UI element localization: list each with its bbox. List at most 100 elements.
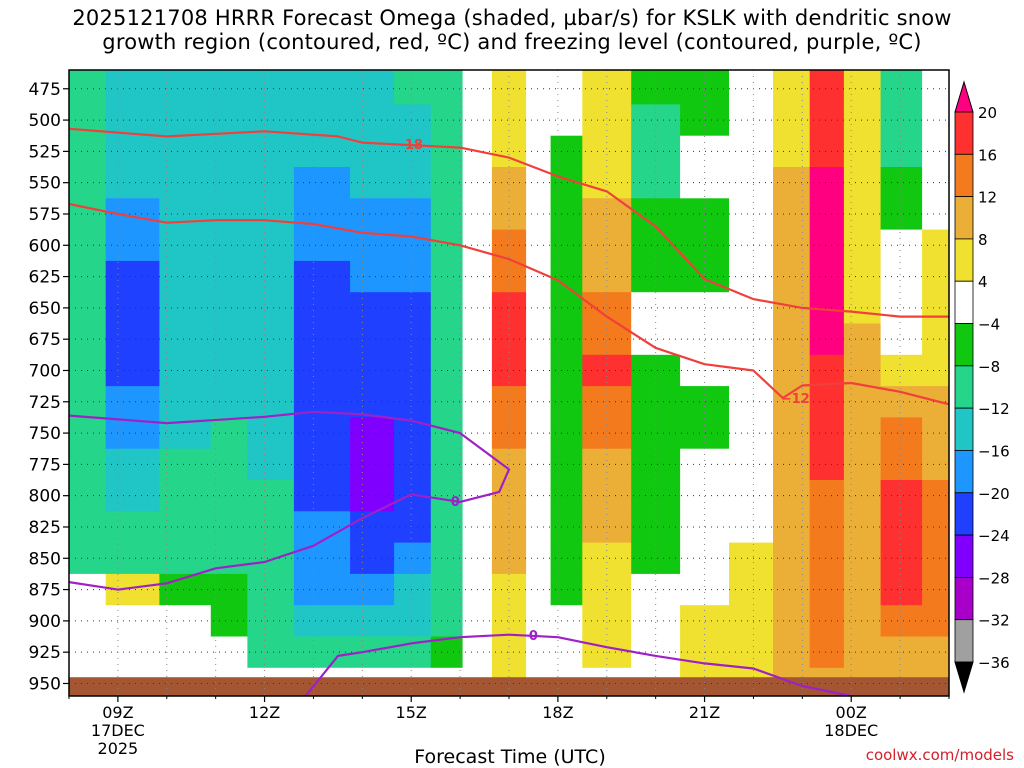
y-tick-label: 550	[29, 174, 61, 194]
omega-cell	[880, 167, 923, 199]
omega-cell	[350, 104, 395, 137]
omega-cell	[773, 260, 811, 293]
omega-cell	[394, 417, 432, 450]
y-tick-label: 925	[29, 643, 61, 663]
omega-cell	[293, 417, 351, 450]
omega-cell	[159, 480, 212, 512]
omega-cell	[210, 573, 249, 606]
chart-title-line2: growth region (contoured, red, ºC) and f…	[102, 30, 922, 54]
omega-cell	[631, 167, 681, 199]
omega-cell	[210, 636, 249, 669]
omega-cell	[293, 511, 351, 544]
omega-cell	[247, 573, 295, 606]
omega-cell	[350, 292, 395, 325]
colorbar-label: 12	[978, 189, 997, 207]
omega-cell	[210, 198, 249, 231]
colorbar-swatch	[954, 196, 974, 240]
omega-cell	[491, 167, 527, 199]
omega-cell	[293, 323, 351, 356]
omega-cell	[773, 70, 811, 105]
colorbar-swatch	[954, 407, 974, 451]
contour-label: -18	[399, 138, 423, 153]
omega-cell	[922, 542, 949, 575]
omega-cell	[350, 542, 395, 575]
omega-cell	[809, 104, 845, 137]
omega-cell	[880, 292, 923, 325]
x-tick-label: 18Z	[542, 703, 573, 722]
x-tick-label: 21Z	[689, 703, 720, 722]
omega-cell	[729, 70, 774, 105]
omega-cell	[247, 323, 295, 356]
omega-cell	[729, 480, 774, 512]
omega-cell	[922, 636, 949, 669]
omega-cell	[394, 511, 432, 544]
omega-cell	[843, 292, 882, 325]
colorbar-top-arrow	[954, 80, 974, 113]
omega-cell	[293, 70, 351, 105]
omega-cell	[159, 229, 212, 262]
omega-cell	[729, 386, 774, 418]
omega-cell	[922, 167, 949, 199]
omega-cell	[582, 448, 632, 481]
contour-label: −12	[781, 392, 810, 407]
omega-cell	[809, 135, 845, 168]
omega-cell	[843, 573, 882, 606]
omega-cell	[394, 323, 432, 356]
omega-cell	[680, 70, 730, 105]
ground-surface	[69, 677, 949, 696]
omega-cell	[491, 417, 527, 450]
omega-cell	[843, 198, 882, 231]
omega-cell	[880, 511, 923, 544]
omega-cell	[773, 480, 811, 512]
omega-cell	[631, 260, 681, 293]
omega-cell	[809, 511, 845, 544]
omega-cell	[526, 292, 552, 325]
colorbar-label: 4	[978, 273, 988, 291]
omega-cell	[843, 448, 882, 481]
omega-cell	[582, 542, 632, 575]
omega-cell	[880, 417, 923, 450]
omega-cell	[526, 323, 552, 356]
y-tick-label: 650	[29, 299, 61, 319]
omega-cell	[526, 198, 552, 231]
omega-cell	[843, 104, 882, 137]
colorbar-label: −12	[978, 400, 1010, 418]
omega-cell	[880, 70, 923, 105]
omega-cell	[491, 511, 527, 544]
omega-cell	[631, 104, 681, 137]
omega-cell	[105, 135, 161, 168]
omega-cell	[293, 260, 351, 293]
omega-cell	[293, 448, 351, 481]
chart-title-line1: 2025121708 HRRR Forecast Omega (shaded, …	[72, 6, 952, 30]
omega-cell	[159, 542, 212, 575]
omega-cell	[159, 292, 212, 325]
omega-cell	[773, 417, 811, 450]
colorbar-label: −36	[978, 654, 1010, 672]
omega-cell	[247, 480, 295, 512]
omega-cell	[582, 104, 632, 137]
contour-label: 0	[451, 495, 460, 510]
omega-cell	[210, 417, 249, 450]
omega-cell	[880, 260, 923, 293]
omega-cell	[247, 167, 295, 199]
omega-shading	[69, 70, 949, 696]
omega-cell	[105, 260, 161, 293]
omega-cell	[394, 260, 432, 293]
omega-cell	[159, 354, 212, 387]
omega-cell	[247, 292, 295, 325]
omega-cell	[922, 104, 949, 137]
omega-cell	[293, 605, 351, 638]
omega-cell	[105, 323, 161, 356]
omega-cell	[880, 104, 923, 137]
y-tick-label: 500	[29, 111, 61, 131]
contour-label: 0	[529, 629, 538, 644]
colorbar-swatch	[954, 619, 974, 663]
omega-cell	[729, 167, 774, 199]
omega-cell	[394, 292, 432, 325]
credit-text: coolwx.com/models	[865, 746, 1014, 764]
chart-title: 2025121708 HRRR Forecast Omega (shaded, …	[0, 6, 1024, 54]
omega-cell	[210, 70, 249, 105]
omega-cell	[293, 135, 351, 168]
omega-cell	[394, 354, 432, 387]
omega-cell	[631, 417, 681, 450]
